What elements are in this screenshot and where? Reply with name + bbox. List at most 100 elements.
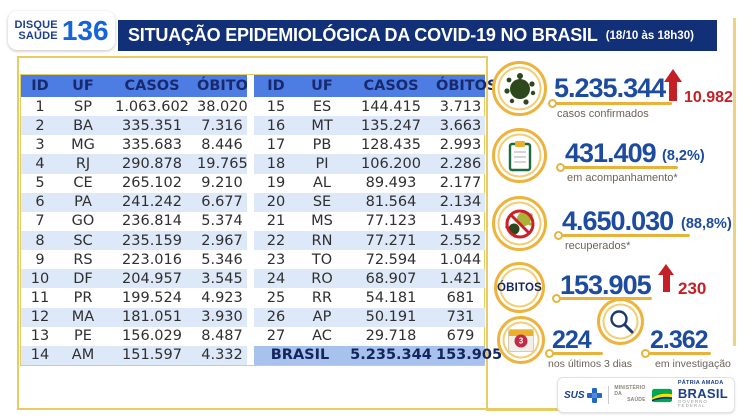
right-accent-line [733, 18, 736, 346]
ministry-label: MINISTÉRIO DA SAÚDE [614, 386, 645, 403]
table-cell: 3 [35, 136, 45, 153]
table-cell: 20 [254, 192, 298, 212]
table-row: 7 GO 236.814 5.374 [21, 212, 247, 231]
col-id: ID [254, 75, 298, 97]
table-cell: GO [71, 213, 95, 230]
col-obitos: ÓBITOS [436, 75, 497, 97]
table-cell: PE [74, 328, 92, 345]
table-cell: 7.316 [197, 116, 247, 136]
deaths-delta: 230 [678, 279, 707, 298]
table-cell: 17 [266, 136, 286, 153]
table-cell: 19.765 [197, 154, 248, 174]
table-cell: 106.200 [346, 154, 436, 174]
table-cell: 679 [446, 328, 475, 345]
recovered-value: 4.650.030 [562, 206, 674, 236]
investigation-value: 2.362 [650, 326, 709, 354]
table-cell: RJ [59, 154, 107, 174]
confirmed-value: 5.235.344 [554, 73, 666, 103]
table-cell: SE [298, 192, 346, 212]
table-cell: 1.493 [439, 213, 482, 230]
col-casos: CASOS [346, 75, 436, 97]
table-cell: 25 [266, 289, 286, 306]
table-cell: 19 [266, 175, 286, 192]
table-row: 20 SE 81.564 2.134 [254, 192, 485, 212]
table-cell: 16 [254, 116, 298, 136]
table-cell: RO [298, 269, 346, 289]
table-cell: RN [298, 230, 346, 251]
col-obitos: ÓBITOS [197, 75, 258, 97]
confirmed-delta: 10.982 [684, 89, 733, 106]
logo-divider [607, 386, 609, 404]
table-row: 22 RN 77.271 2.552 [254, 230, 485, 251]
total-obitos: 153.905 [436, 345, 503, 365]
logo-number-136: 136 [61, 14, 109, 46]
last3days-underline [553, 352, 603, 355]
table-cell: 11 [30, 289, 50, 306]
sus-logo: SUS [564, 387, 602, 403]
table-cell: 8 [21, 230, 59, 251]
table-cell: 81.564 [346, 192, 436, 212]
table-row: 10 DF 204.957 3.545 [21, 269, 247, 289]
table-cell: 77.123 [365, 213, 417, 230]
table-cell: 13 [30, 328, 50, 345]
col-id: ID [21, 75, 59, 97]
table-cell: 1.421 [436, 269, 485, 289]
state-table-left: ID UF CASOS ÓBITOS 1 SP 1.063.602 38.020 2 BA… [21, 75, 258, 365]
table-row: 4 RJ 290.878 19.765 [21, 154, 248, 174]
table-cell: 5 [35, 175, 45, 192]
title-bar: SITUAÇÃO EPIDEMIOLÓGICA DA COVID-19 NO B… [118, 20, 717, 51]
table-cell: DF [59, 269, 107, 289]
table-row: 9 RS 223.016 5.346 [21, 250, 247, 269]
table-cell: 10 [21, 269, 59, 289]
magnifier-glyph [609, 309, 633, 333]
state-table-right: ID UF CASOS ÓBITOS 15 ES 144.415 3.713 16 MT 1… [254, 75, 503, 365]
table-row: 1 SP 1.063.602 38.020 [21, 97, 247, 116]
table-cell: 1.044 [439, 251, 482, 268]
table-cell: 135.247 [346, 116, 436, 136]
table-cell: AC [312, 328, 332, 345]
calendar-top-band [509, 329, 533, 336]
table-cell: 21 [266, 213, 286, 230]
table-cell: BA [59, 116, 107, 136]
table-row: 6 PA 241.242 6.677 [21, 192, 247, 212]
table-cell: 12 [21, 307, 59, 327]
table-cell: 68.907 [346, 269, 436, 289]
table-cell: 144.415 [361, 98, 421, 115]
brand-sub-label: GOVERNO FEDERAL [677, 398, 708, 409]
table-cell: 151.597 [107, 345, 197, 365]
magnifier-icon [597, 298, 644, 345]
table-cell: 6 [21, 192, 59, 212]
no-virus-glyph [504, 209, 534, 238]
table-row: 25 RR 54.181 681 [254, 288, 485, 307]
table-cell: PR [73, 289, 93, 306]
calendar-glyph: 3 [508, 328, 534, 352]
table-cell: 2.993 [439, 136, 482, 153]
table-cell: 2.286 [436, 154, 485, 174]
table-cell: 27 [266, 328, 286, 345]
table-cell: 22 [254, 230, 298, 251]
table-cell: 4.332 [197, 345, 247, 365]
table-row: 5 CE 265.102 9.210 [21, 174, 247, 193]
sus-cross-icon [586, 387, 602, 403]
table-row: 12 MA 181.051 3.930 [21, 307, 247, 327]
table-cell: 9.210 [201, 175, 243, 192]
table-cell: 1 [35, 98, 45, 115]
table-cell: 5.346 [201, 251, 243, 268]
table-cell: 6.677 [197, 192, 247, 212]
sus-label: SUS [564, 389, 585, 401]
state-data-panel: ID UF CASOS ÓBITOS 1 SP 1.063.602 38.020 2 BA… [17, 56, 503, 410]
table-cell: ES [312, 98, 332, 115]
deaths-underline [560, 297, 652, 300]
deaths-up-arrow [658, 264, 674, 292]
table-row: 16 MT 135.247 3.663 [254, 116, 485, 136]
brazil-flag-icon [651, 388, 672, 402]
table-cell: 29.718 [365, 328, 417, 345]
table-cell: 2 [21, 116, 59, 136]
table-cell: 2.552 [436, 230, 485, 251]
table-cell: 23 [266, 251, 286, 268]
table-row: 26 AP 50.191 731 [254, 307, 485, 327]
panel-bottom-line [486, 408, 560, 411]
col-uf: UF [59, 75, 107, 97]
table-cell: 199.524 [122, 289, 182, 306]
monitoring-value: 431.409 [565, 138, 657, 168]
